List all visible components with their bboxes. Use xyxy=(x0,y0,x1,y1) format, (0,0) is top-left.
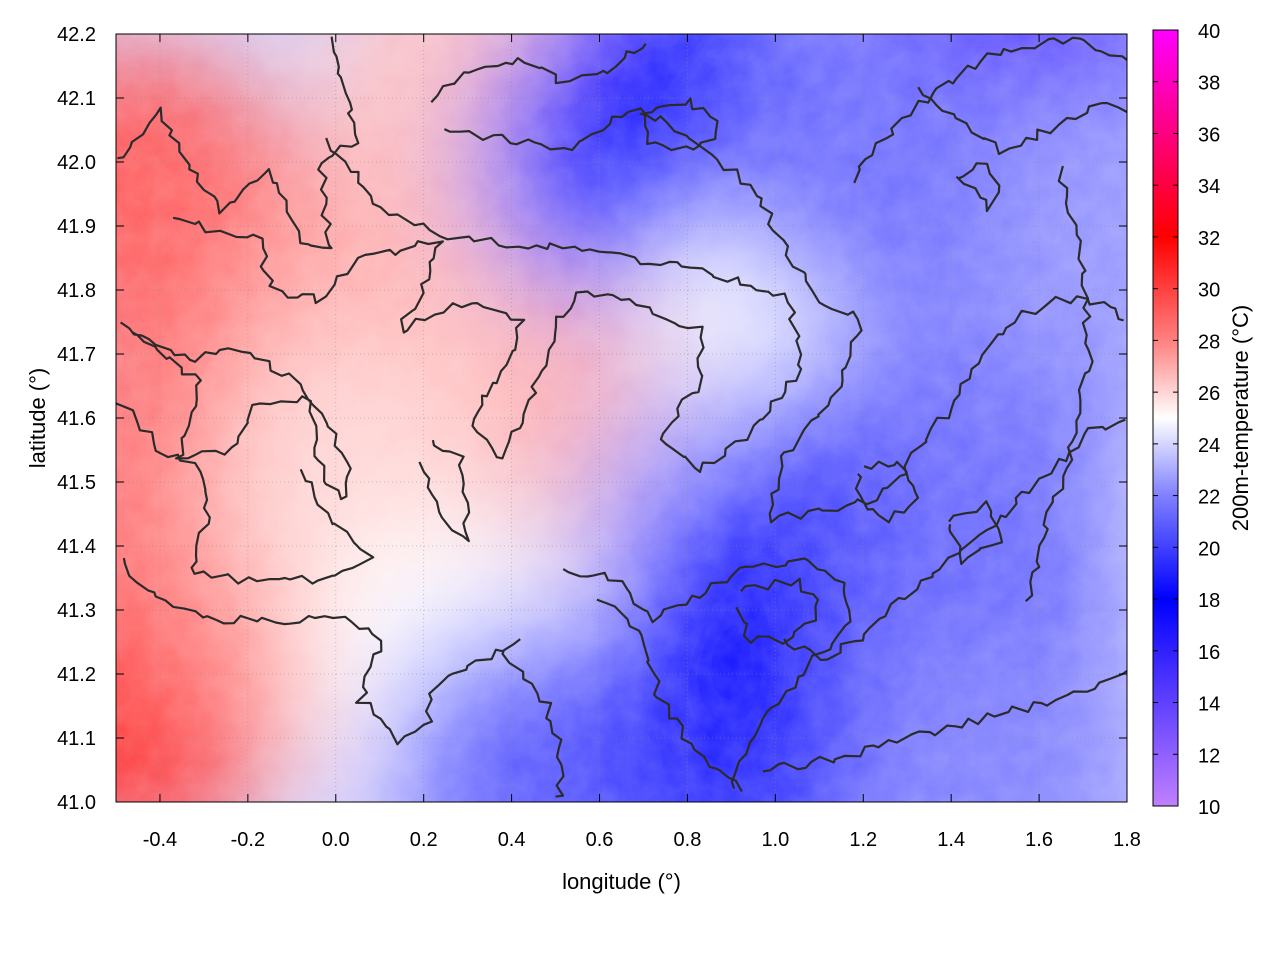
x-tick-label: 1.4 xyxy=(937,829,965,851)
contour-line xyxy=(443,107,1124,524)
colorbar-tick-label: 18 xyxy=(1198,590,1220,612)
contour-line xyxy=(955,162,1001,213)
contour-line xyxy=(762,669,1127,773)
x-tick-label: 0.4 xyxy=(498,829,526,851)
contour-line xyxy=(119,321,352,501)
contour-line xyxy=(917,86,1127,156)
x-tick-label: 0.8 xyxy=(674,829,702,851)
contour-line xyxy=(853,36,1127,184)
colorbar-tick-label: 28 xyxy=(1198,331,1220,353)
y-tick-label: 41.9 xyxy=(57,216,96,238)
x-tick-label: 1.8 xyxy=(1113,829,1141,851)
y-axis-ticks: 41.0 41.1 41.2 41.3 41.4 41.5 41.6 41.7 41.8 41.9… xyxy=(57,24,1127,814)
x-tick-label: -0.4 xyxy=(143,829,177,851)
contour-line xyxy=(562,557,852,789)
contour-line xyxy=(172,137,803,473)
colorbar-tick-label: 32 xyxy=(1198,228,1220,250)
colorbar-tick-label: 24 xyxy=(1198,435,1220,457)
contour-line xyxy=(418,439,471,543)
x-tick-label: 0.6 xyxy=(586,829,614,851)
contour-line xyxy=(639,97,719,152)
colorbar-tick-label: 34 xyxy=(1198,176,1220,198)
colorbar-ticks: 10 12 14 16 18 20 22 24 26 28 30 32 34 36 38 40 xyxy=(1153,21,1220,819)
colorbar-tick-label: 20 xyxy=(1198,538,1220,560)
x-tick-label: 0.2 xyxy=(410,829,438,851)
x-axis-ticks: -0.4 -0.2 0.0 0.2 0.4 0.6 0.8 1.0 1.2 1.4 1.6 1.8 xyxy=(143,34,1141,851)
terrain-texture xyxy=(116,34,1127,802)
y-tick-label: 42.0 xyxy=(57,152,96,174)
y-tick-label: 41.4 xyxy=(57,536,96,558)
contour-lines xyxy=(116,36,1127,798)
x-tick-label: 1.0 xyxy=(761,829,789,851)
y-tick-label: 41.0 xyxy=(57,792,96,814)
colorbar-tick-label: 38 xyxy=(1198,73,1220,95)
contour-line xyxy=(735,577,819,645)
colorbar-tick-label: 16 xyxy=(1198,642,1220,664)
contour-line xyxy=(122,557,521,746)
y-tick-label: 41.8 xyxy=(57,280,96,302)
x-axis-label: longitude (°) xyxy=(562,869,681,894)
contour-line xyxy=(430,43,647,104)
contour-line xyxy=(854,460,920,524)
y-tick-label: 41.5 xyxy=(57,472,96,494)
contour-line xyxy=(116,402,375,585)
y-tick-label: 41.1 xyxy=(57,728,96,750)
contour-line xyxy=(948,500,1004,566)
contour-line xyxy=(1024,165,1094,603)
y-axis-label: latitude (°) xyxy=(25,368,50,469)
colorbar-tick-label: 40 xyxy=(1198,21,1220,43)
y-tick-label: 41.6 xyxy=(57,408,96,430)
x-tick-label: 0.0 xyxy=(322,829,350,851)
colorbar-label: 200m-temperature (°C) xyxy=(1228,305,1253,531)
x-tick-label: 1.6 xyxy=(1025,829,1053,851)
y-tick-label: 42.1 xyxy=(57,88,96,110)
colorbar-tick-label: 14 xyxy=(1198,694,1220,716)
colorbar-tick-label: 26 xyxy=(1198,383,1220,405)
contour-line xyxy=(501,650,565,798)
y-tick-label: 42.2 xyxy=(57,24,96,46)
y-tick-label: 41.7 xyxy=(57,344,96,366)
x-tick-label: -0.2 xyxy=(231,829,265,851)
x-tick-label: 1.2 xyxy=(849,829,877,851)
y-tick-label: 41.2 xyxy=(57,664,96,686)
colorbar-tick-label: 12 xyxy=(1198,745,1220,767)
colorbar-tick-label: 30 xyxy=(1198,280,1220,302)
colorbar-tick-label: 22 xyxy=(1198,487,1220,509)
colorbar-tick-label: 10 xyxy=(1198,797,1220,819)
contour-line xyxy=(596,598,743,793)
colorbar xyxy=(1152,29,1179,807)
contour-line xyxy=(117,36,360,250)
colorbar-tick-label: 36 xyxy=(1198,124,1220,146)
y-tick-label: 41.3 xyxy=(57,600,96,622)
plot-area xyxy=(116,34,1127,802)
